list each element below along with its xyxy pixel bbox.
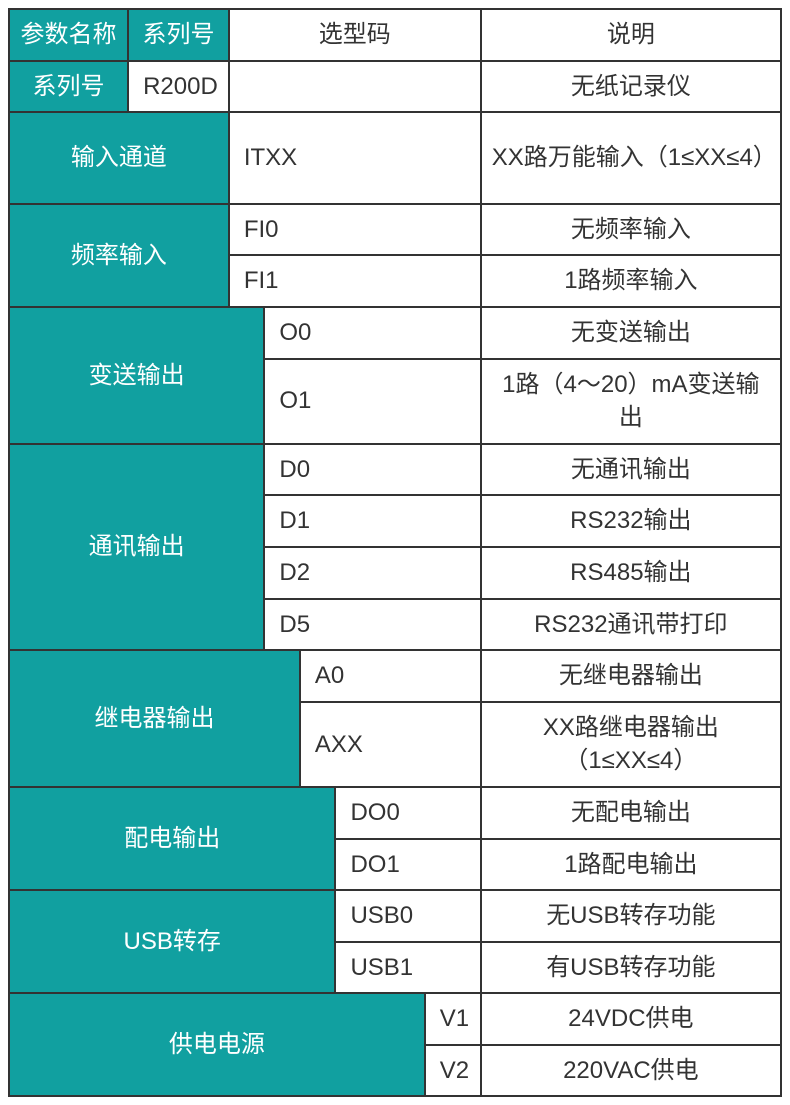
row-relay-0: 继电器输出 A0 无继电器输出 (9, 650, 781, 702)
row-comm-0: 通讯输出 D0 无通讯输出 (9, 444, 781, 496)
row-pdist-0: 配电输出 DO0 无配电输出 (9, 787, 781, 839)
comm-code-2: D2 (264, 547, 480, 599)
pdist-label: 配电输出 (9, 787, 335, 890)
pdist-desc-0: 无配电输出 (481, 787, 781, 839)
comm-code-0: D0 (264, 444, 480, 496)
pdist-code-0: DO0 (335, 787, 480, 839)
hdr-desc: 说明 (481, 9, 781, 61)
usb-code-1: USB1 (335, 942, 480, 994)
psupply-code-1: V2 (425, 1045, 481, 1097)
usb-desc-1: 有USB转存功能 (481, 942, 781, 994)
comm-desc-0: 无通讯输出 (481, 444, 781, 496)
input-channel-label: 输入通道 (9, 112, 229, 204)
freq-code-1: FI1 (229, 255, 481, 307)
table-header-row: 参数名称 系列号 选型码 说明 (9, 9, 781, 61)
row-psupply-0: 供电电源 V1 24VDC供电 (9, 993, 781, 1045)
row-series: 系列号 R200D 无纸记录仪 (9, 61, 781, 113)
comm-code-3: D5 (264, 599, 480, 651)
relay-desc-0: 无继电器输出 (481, 650, 781, 702)
hdr-param-name: 参数名称 (9, 9, 128, 61)
row-input-channel: 输入通道 ITXX XX路万能输入（1≤XX≤4） (9, 112, 781, 204)
comm-code-1: D1 (264, 495, 480, 547)
pdist-desc-1: 1路配电输出 (481, 839, 781, 891)
input-channel-code: ITXX (229, 112, 481, 204)
usb-desc-0: 无USB转存功能 (481, 890, 781, 942)
series-value: R200D (128, 61, 229, 113)
psupply-desc-0: 24VDC供电 (481, 993, 781, 1045)
usb-code-0: USB0 (335, 890, 480, 942)
trans-desc-0: 无变送输出 (481, 307, 781, 359)
relay-label: 继电器输出 (9, 650, 300, 787)
trans-desc-1: 1路（4～20）mA变送输出 (481, 359, 781, 444)
row-usb-0: USB转存 USB0 无USB转存功能 (9, 890, 781, 942)
trans-label: 变送输出 (9, 307, 264, 444)
series-desc: 无纸记录仪 (481, 61, 781, 113)
comm-desc-3: RS232通讯带打印 (481, 599, 781, 651)
comm-desc-2: RS485输出 (481, 547, 781, 599)
series-label: 系列号 (9, 61, 128, 113)
trans-code-1: O1 (264, 359, 480, 444)
input-channel-desc: XX路万能输入（1≤XX≤4） (481, 112, 781, 204)
row-trans-0: 变送输出 O0 无变送输出 (9, 307, 781, 359)
freq-label: 频率输入 (9, 204, 229, 307)
freq-desc-1: 1路频率输入 (481, 255, 781, 307)
relay-desc-1: XX路继电器输出（1≤XX≤4） (481, 702, 781, 787)
psupply-desc-1: 220VAC供电 (481, 1045, 781, 1097)
relay-code-1: AXX (300, 702, 481, 787)
relay-code-0: A0 (300, 650, 481, 702)
psupply-code-0: V1 (425, 993, 481, 1045)
freq-desc-0: 无频率输入 (481, 204, 781, 256)
trans-code-0: O0 (264, 307, 480, 359)
psupply-label: 供电电源 (9, 993, 425, 1096)
freq-code-0: FI0 (229, 204, 481, 256)
comm-label: 通讯输出 (9, 444, 264, 650)
hdr-sel-code: 选型码 (229, 9, 481, 61)
comm-desc-1: RS232输出 (481, 495, 781, 547)
series-code-blank (229, 61, 481, 113)
usb-label: USB转存 (9, 890, 335, 993)
row-freq-0: 频率输入 FI0 无频率输入 (9, 204, 781, 256)
hdr-series-no: 系列号 (128, 9, 229, 61)
selection-table: 参数名称 系列号 选型码 说明 系列号 R200D 无纸记录仪 输入通道 ITX… (8, 8, 782, 1097)
pdist-code-1: DO1 (335, 839, 480, 891)
